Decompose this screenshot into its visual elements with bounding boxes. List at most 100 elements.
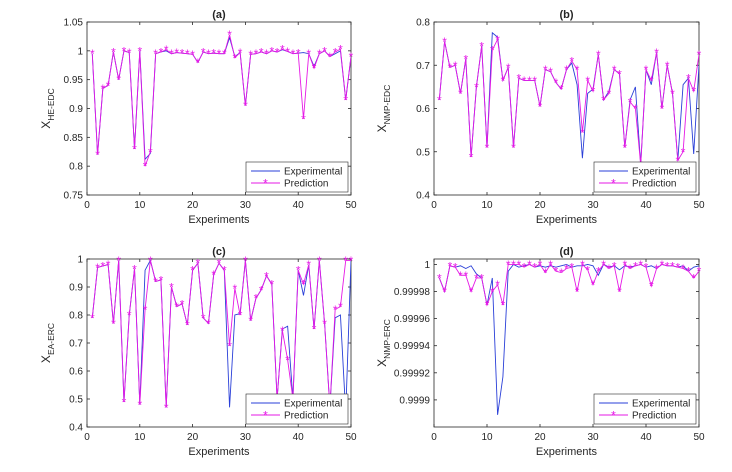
prediction-marker: * [675,154,680,168]
chart-panel: 0 10 20 30 40 50 0.4 0.5 0.6 0.7 0.8 (b) Experiments… [375,9,705,226]
prediction-marker: * [343,93,348,107]
prediction-marker: * [527,74,532,88]
prediction-marker: * [448,61,453,75]
prediction-marker: * [306,47,311,61]
prediction-marker: * [569,54,574,68]
prediction-marker: * [201,45,206,59]
prediction-marker: * [665,259,670,273]
prediction-marker: * [607,87,612,101]
prediction-marker: * [501,299,506,313]
prediction-marker: * [116,254,121,268]
y-tick-label: 0.6 [416,104,430,115]
prediction-marker: * [442,35,447,49]
legend-prediction-label: Prediction [284,411,328,422]
prediction-marker: * [101,260,106,274]
prediction-marker: * [343,254,348,268]
prediction-marker: * [585,263,590,277]
prediction-marker: * [601,93,606,107]
prediction-marker: * [479,39,484,53]
prediction-marker: * [233,51,238,65]
prediction-marker: * [153,47,158,61]
x-tick-label: 20 [534,200,546,211]
prediction-marker: * [328,50,333,64]
y-tick-label: 0.75 [64,191,84,202]
y-tick-label: 0.5 [69,395,83,406]
legend: Experimental * Prediction [593,393,697,425]
prediction-marker: * [633,259,638,273]
prediction-marker: * [275,45,280,59]
y-tick-label: 1 [77,46,83,57]
prediction-marker: * [269,44,274,58]
x-tick-label: 30 [240,200,252,211]
legend-prediction-label: Prediction [632,411,676,422]
prediction-marker: * [660,258,665,272]
prediction-marker: * [227,28,232,42]
prediction-marker: * [580,258,585,272]
x-tick-label: 40 [640,200,652,211]
y-axis-label: XEA-ERC [39,323,56,363]
prediction-marker: * [90,311,95,325]
prediction-marker: * [463,269,468,283]
prediction-marker: * [538,258,543,272]
prediction-marker: * [111,317,116,331]
prediction-marker: * [185,318,190,332]
x-tick-label: 0 [431,200,437,211]
prediction-marker: * [469,150,474,164]
prediction-marker: * [463,52,468,66]
x-axis-label: Experiments [536,446,598,458]
prediction-marker: * [333,45,338,59]
legend-experimental-label: Experimental [284,167,342,178]
prediction-marker: * [174,300,179,314]
y-tick-label: 0.95 [64,75,84,86]
x-tick-label: 10 [481,432,493,443]
prediction-marker: * [259,45,264,59]
x-tick-label: 30 [587,200,599,211]
prediction-marker: * [190,48,195,62]
y-axis-label: XNMP-EDC [375,85,392,133]
prediction-marker: * [164,401,169,415]
prediction-marker: * [543,63,548,77]
prediction-marker: * [495,278,500,292]
prediction-marker: * [180,47,185,61]
x-tick-label: 40 [293,432,305,443]
prediction-marker: * [280,324,285,338]
prediction-marker: * [575,285,580,299]
prediction-marker: * [301,278,306,292]
y-tick-label: 0.8 [69,162,83,173]
x-axis-label: Experiments [188,214,250,226]
y-tick-label: 1 [424,260,430,271]
prediction-marker: * [670,87,675,101]
y-tick-label: 0.99994 [394,341,431,352]
prediction-marker: * [638,258,643,272]
prediction-marker: * [516,258,521,272]
prediction-marker: * [227,339,232,353]
prediction-marker: * [185,47,190,61]
prediction-marker: * [490,44,495,58]
prediction-marker: * [548,258,553,272]
prediction-marker: * [201,311,206,325]
prediction-marker: * [485,141,490,155]
prediction-marker: * [238,46,243,60]
legend: Experimental * Prediction [245,161,349,193]
prediction-marker: * [585,74,590,88]
prediction-marker: * [644,63,649,77]
prediction-marker: * [469,285,474,299]
legend-experimental-label: Experimental [284,399,342,410]
prediction-marker: * [291,47,296,61]
chart-title: (a) [212,9,226,21]
prediction-marker: * [211,47,216,61]
prediction-marker: * [506,61,511,75]
series-prediction-line [91,259,351,408]
prediction-marker: * [697,265,702,279]
y-tick-label: 1 [77,255,83,266]
prediction-marker: * [301,112,306,126]
prediction-marker: * [548,65,553,79]
prediction-marker: * [206,317,211,331]
prediction-marker: * [644,261,649,275]
chart-panel: 0 10 20 30 40 50 0.75 0.8 0.85 0.9 0.95 1 1.05 (a) Exp… [39,9,357,226]
prediction-marker: * [607,262,612,276]
prediction-marker: * [681,145,686,159]
series-prediction-line [91,34,351,167]
prediction-marker: * [312,323,317,337]
prediction-marker: * [122,395,127,409]
